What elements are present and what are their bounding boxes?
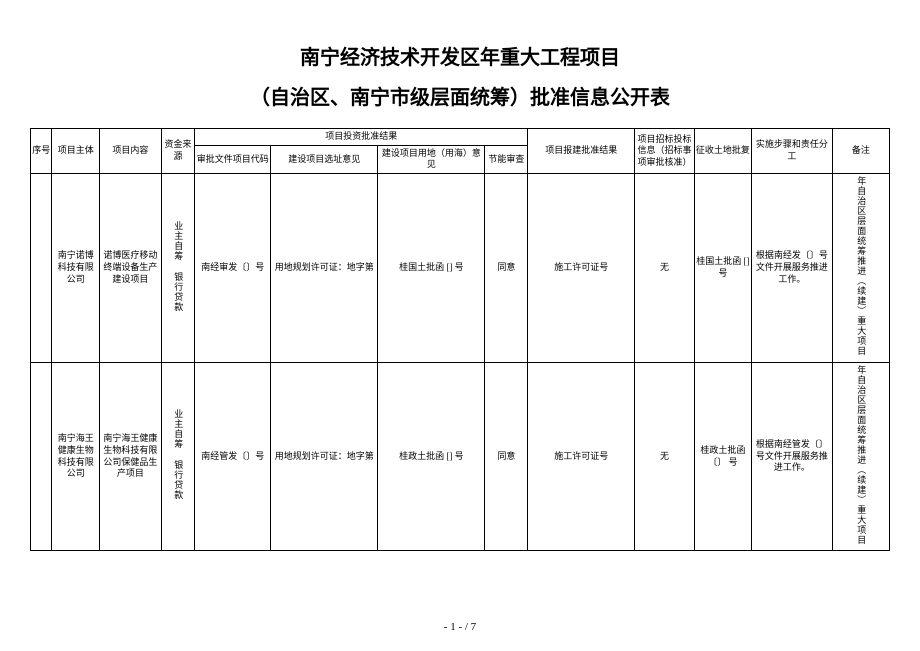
cell-zs: 桂政土批函〔〕 号 [694,362,751,551]
cell-bj: 施工许可证号 [528,174,635,363]
th-xz: 建设项目选址意见 [271,145,378,173]
cell-zb: 无 [635,174,694,363]
cell-yd: 桂国土批函 [] 号 [378,174,485,363]
cell-bj: 施工许可证号 [528,362,635,551]
cell-yd: 桂政土批函 [] 号 [378,362,485,551]
cell-xz: 用地规划许可证：地字第 [271,174,378,363]
th-zb: 项目招标投标信息（招标事项审批核准） [635,129,694,174]
cell-zt: 南宁诺博科技有限公司 [52,174,100,363]
th-bj: 项目报建批准结果 [528,129,635,174]
th-zs: 征收土地批复 [694,129,751,174]
page-title-2: （自治区、南宁市级层面统筹）批准信息公开表 [30,80,890,116]
cell-bz: 年自治区层面统筹推进（续建）重大项目 [832,362,889,551]
cell-sp: 南经管发〔〕号 [195,362,271,551]
table-row: 南宁诺博科技有限公司 诺博医疗移动终端设备生产建设项目 业主自筹 银行贷款 南经… [31,174,890,363]
cell-jn: 同意 [485,362,528,551]
approval-table: 序号 项目主体 项目内容 资金来源 项目投资批准结果 项目报建批准结果 项目招标… [30,128,890,551]
cell-nr: 南宁海王健康生物科技有限公司保健品生产项目 [99,362,161,551]
cell-nr: 诺博医疗移动终端设备生产建设项目 [99,174,161,363]
th-bz: 备注 [832,129,889,174]
page-title-1: 南宁经济技术开发区年重大工程项目 [30,40,890,76]
cell-zs: 桂国土批函 [] 号 [694,174,751,363]
th-zt: 项目主体 [52,129,100,174]
cell-jn: 同意 [485,174,528,363]
page-footer: - 1 - / 7 [0,621,920,633]
cell-sp: 南经审发〔〕号 [195,174,271,363]
cell-zj: 业主自筹 银行贷款 [161,174,194,363]
th-xh: 序号 [31,129,52,174]
th-zj: 资金来源 [161,129,194,174]
table-body: 南宁诺博科技有限公司 诺博医疗移动终端设备生产建设项目 业主自筹 银行贷款 南经… [31,174,890,551]
cell-xh [31,174,52,363]
cell-zj: 业主自筹 银行贷款 [161,362,194,551]
th-sp: 审批文件项目代码 [195,145,271,173]
cell-zb: 无 [635,362,694,551]
th-ss: 实施步骤和责任分工 [751,129,832,174]
th-jn: 节能审查 [485,145,528,173]
table-head: 序号 项目主体 项目内容 资金来源 项目投资批准结果 项目报建批准结果 项目招标… [31,129,890,174]
table-row: 南宁海王健康生物科技有限公司 南宁海王健康生物科技有限公司保健品生产项目 业主自… [31,362,890,551]
cell-ss: 根据南经发〔〕号文件开展服务推进工作。 [751,174,832,363]
th-nr: 项目内容 [99,129,161,174]
th-tzjg: 项目投资批准结果 [195,129,528,146]
cell-xz: 用地规划许可证：地字第 [271,362,378,551]
cell-zt: 南宁海王健康生物科技有限公司 [52,362,100,551]
cell-ss: 根据南经管发〔〕号文件开展服务推进工作。 [751,362,832,551]
cell-xh [31,362,52,551]
document-page: 南宁经济技术开发区年重大工程项目 （自治区、南宁市级层面统筹）批准信息公开表 序… [0,0,920,551]
th-yd: 建设项目用地（用海）意见 [378,145,485,173]
cell-bz: 年自治区层面统筹推进（续建）重大项目 [832,174,889,363]
